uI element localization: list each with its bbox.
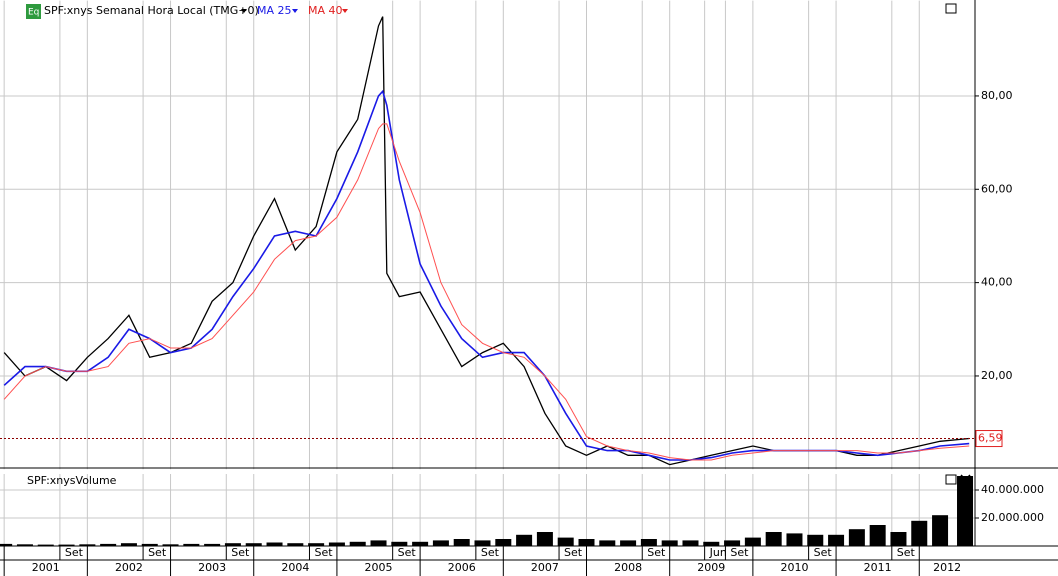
legend-entry[interactable]: MA 25 — [257, 4, 292, 17]
volume-bar — [620, 540, 637, 546]
x-minor-tick-label: Jun — [709, 546, 727, 559]
volume-bar — [453, 539, 470, 546]
volume-bar — [578, 539, 595, 546]
volume-bar — [724, 540, 741, 546]
volume-bar — [141, 543, 158, 546]
volume-bar — [204, 543, 221, 546]
x-minor-tick-label: Set — [231, 546, 250, 559]
volume-bar — [120, 543, 137, 546]
volume-bar — [162, 544, 179, 546]
volume-bar — [391, 541, 408, 546]
volume-bar — [58, 544, 75, 546]
x-tick-label: 2006 — [448, 561, 476, 574]
x-minor-tick-label: Set — [65, 546, 84, 559]
x-minor-tick-label: Set — [647, 546, 666, 559]
volume-bar — [640, 539, 657, 546]
volume-bar — [349, 541, 366, 546]
volume-title: SPF:xnysVolume — [27, 474, 117, 487]
x-tick-label: 2012 — [933, 561, 961, 574]
volume-bar — [245, 543, 262, 546]
y-tick-label: 20.000.000 — [981, 511, 1044, 524]
x-minor-tick-label: Set — [730, 546, 749, 559]
volume-bar — [890, 532, 907, 546]
volume-bar — [703, 541, 720, 546]
volume-bar — [328, 542, 345, 546]
badge-box — [26, 4, 41, 19]
volume-bar — [911, 520, 928, 546]
volume-bar — [183, 543, 200, 546]
y-tick-label: 40.000.000 — [981, 483, 1044, 496]
maximize-button[interactable] — [945, 3, 957, 14]
x-minor-tick-label: Set — [148, 546, 167, 559]
volume-bar — [79, 544, 96, 546]
y-tick-label: 20,00 — [981, 369, 1013, 382]
volume-bar — [224, 543, 241, 546]
volume-bar — [495, 539, 512, 546]
series-line — [3, 123, 970, 461]
volume-bar — [932, 515, 949, 546]
close-button[interactable] — [960, 474, 971, 485]
volume-bar — [682, 540, 699, 546]
volume-bar — [412, 541, 429, 546]
last-value-label: 6,59 — [978, 432, 1003, 445]
x-tick-label: 2003 — [198, 561, 226, 574]
x-minor-tick-label: Set — [314, 546, 333, 559]
volume-bar — [432, 540, 449, 546]
x-minor-tick-label: Set — [564, 546, 583, 559]
x-minor-tick-label: Set — [814, 546, 833, 559]
volume-bar — [308, 543, 325, 546]
grid-layer — [0, 0, 975, 546]
dropdown-arrow[interactable] — [292, 9, 298, 13]
x-tick-label: 2002 — [115, 561, 143, 574]
y-tick-label: 80,00 — [981, 89, 1013, 102]
volume-bar — [807, 534, 824, 546]
x-minor-tick-label: Set — [897, 546, 916, 559]
x-tick-label: 2001 — [32, 561, 60, 574]
volume-bar — [287, 543, 304, 546]
x-tick-label: 2005 — [365, 561, 393, 574]
volume-bar — [869, 525, 886, 546]
y-tick-label: 40,00 — [981, 276, 1013, 289]
volume-bar — [557, 537, 574, 546]
x-minor-tick-label: Set — [481, 546, 500, 559]
x-tick-label: 2004 — [281, 561, 309, 574]
volume-bar — [516, 534, 533, 546]
x-tick-label: 2007 — [531, 561, 559, 574]
chart-title: SPF:xnys Semanal Hora Local (TMG+0) — [44, 4, 259, 17]
dropdown-arrow[interactable] — [241, 9, 247, 13]
volume-bar — [37, 544, 54, 546]
x-tick-label: 2011 — [864, 561, 892, 574]
x-tick-label: 2008 — [614, 561, 642, 574]
volume-bar — [661, 540, 678, 546]
x-minor-tick-label: Set — [398, 546, 417, 559]
maximize-button[interactable] — [945, 474, 957, 485]
volume-bar — [744, 537, 761, 546]
volume-bar — [957, 476, 974, 546]
volume-bar — [536, 532, 553, 546]
marks-layer — [0, 16, 975, 546]
volume-bar — [370, 540, 387, 546]
volume-bar — [474, 540, 491, 546]
x-tick-label: 2010 — [780, 561, 808, 574]
volume-bar — [16, 544, 33, 546]
legend-entry[interactable]: MA 40 — [308, 4, 343, 17]
x-tick-label: 2009 — [697, 561, 725, 574]
volume-bar — [0, 543, 13, 546]
badge: Eq — [28, 8, 39, 18]
volume-bar — [786, 533, 803, 546]
volume-bar — [765, 532, 782, 546]
volume-bar — [599, 540, 616, 546]
last-value-box — [975, 430, 1003, 448]
volume-bar — [100, 543, 117, 546]
y-tick-label: 60,00 — [981, 182, 1013, 195]
volume-bar — [266, 542, 283, 546]
dropdown-arrow[interactable] — [342, 9, 348, 13]
volume-bar — [828, 534, 845, 546]
volume-bar — [848, 529, 865, 546]
